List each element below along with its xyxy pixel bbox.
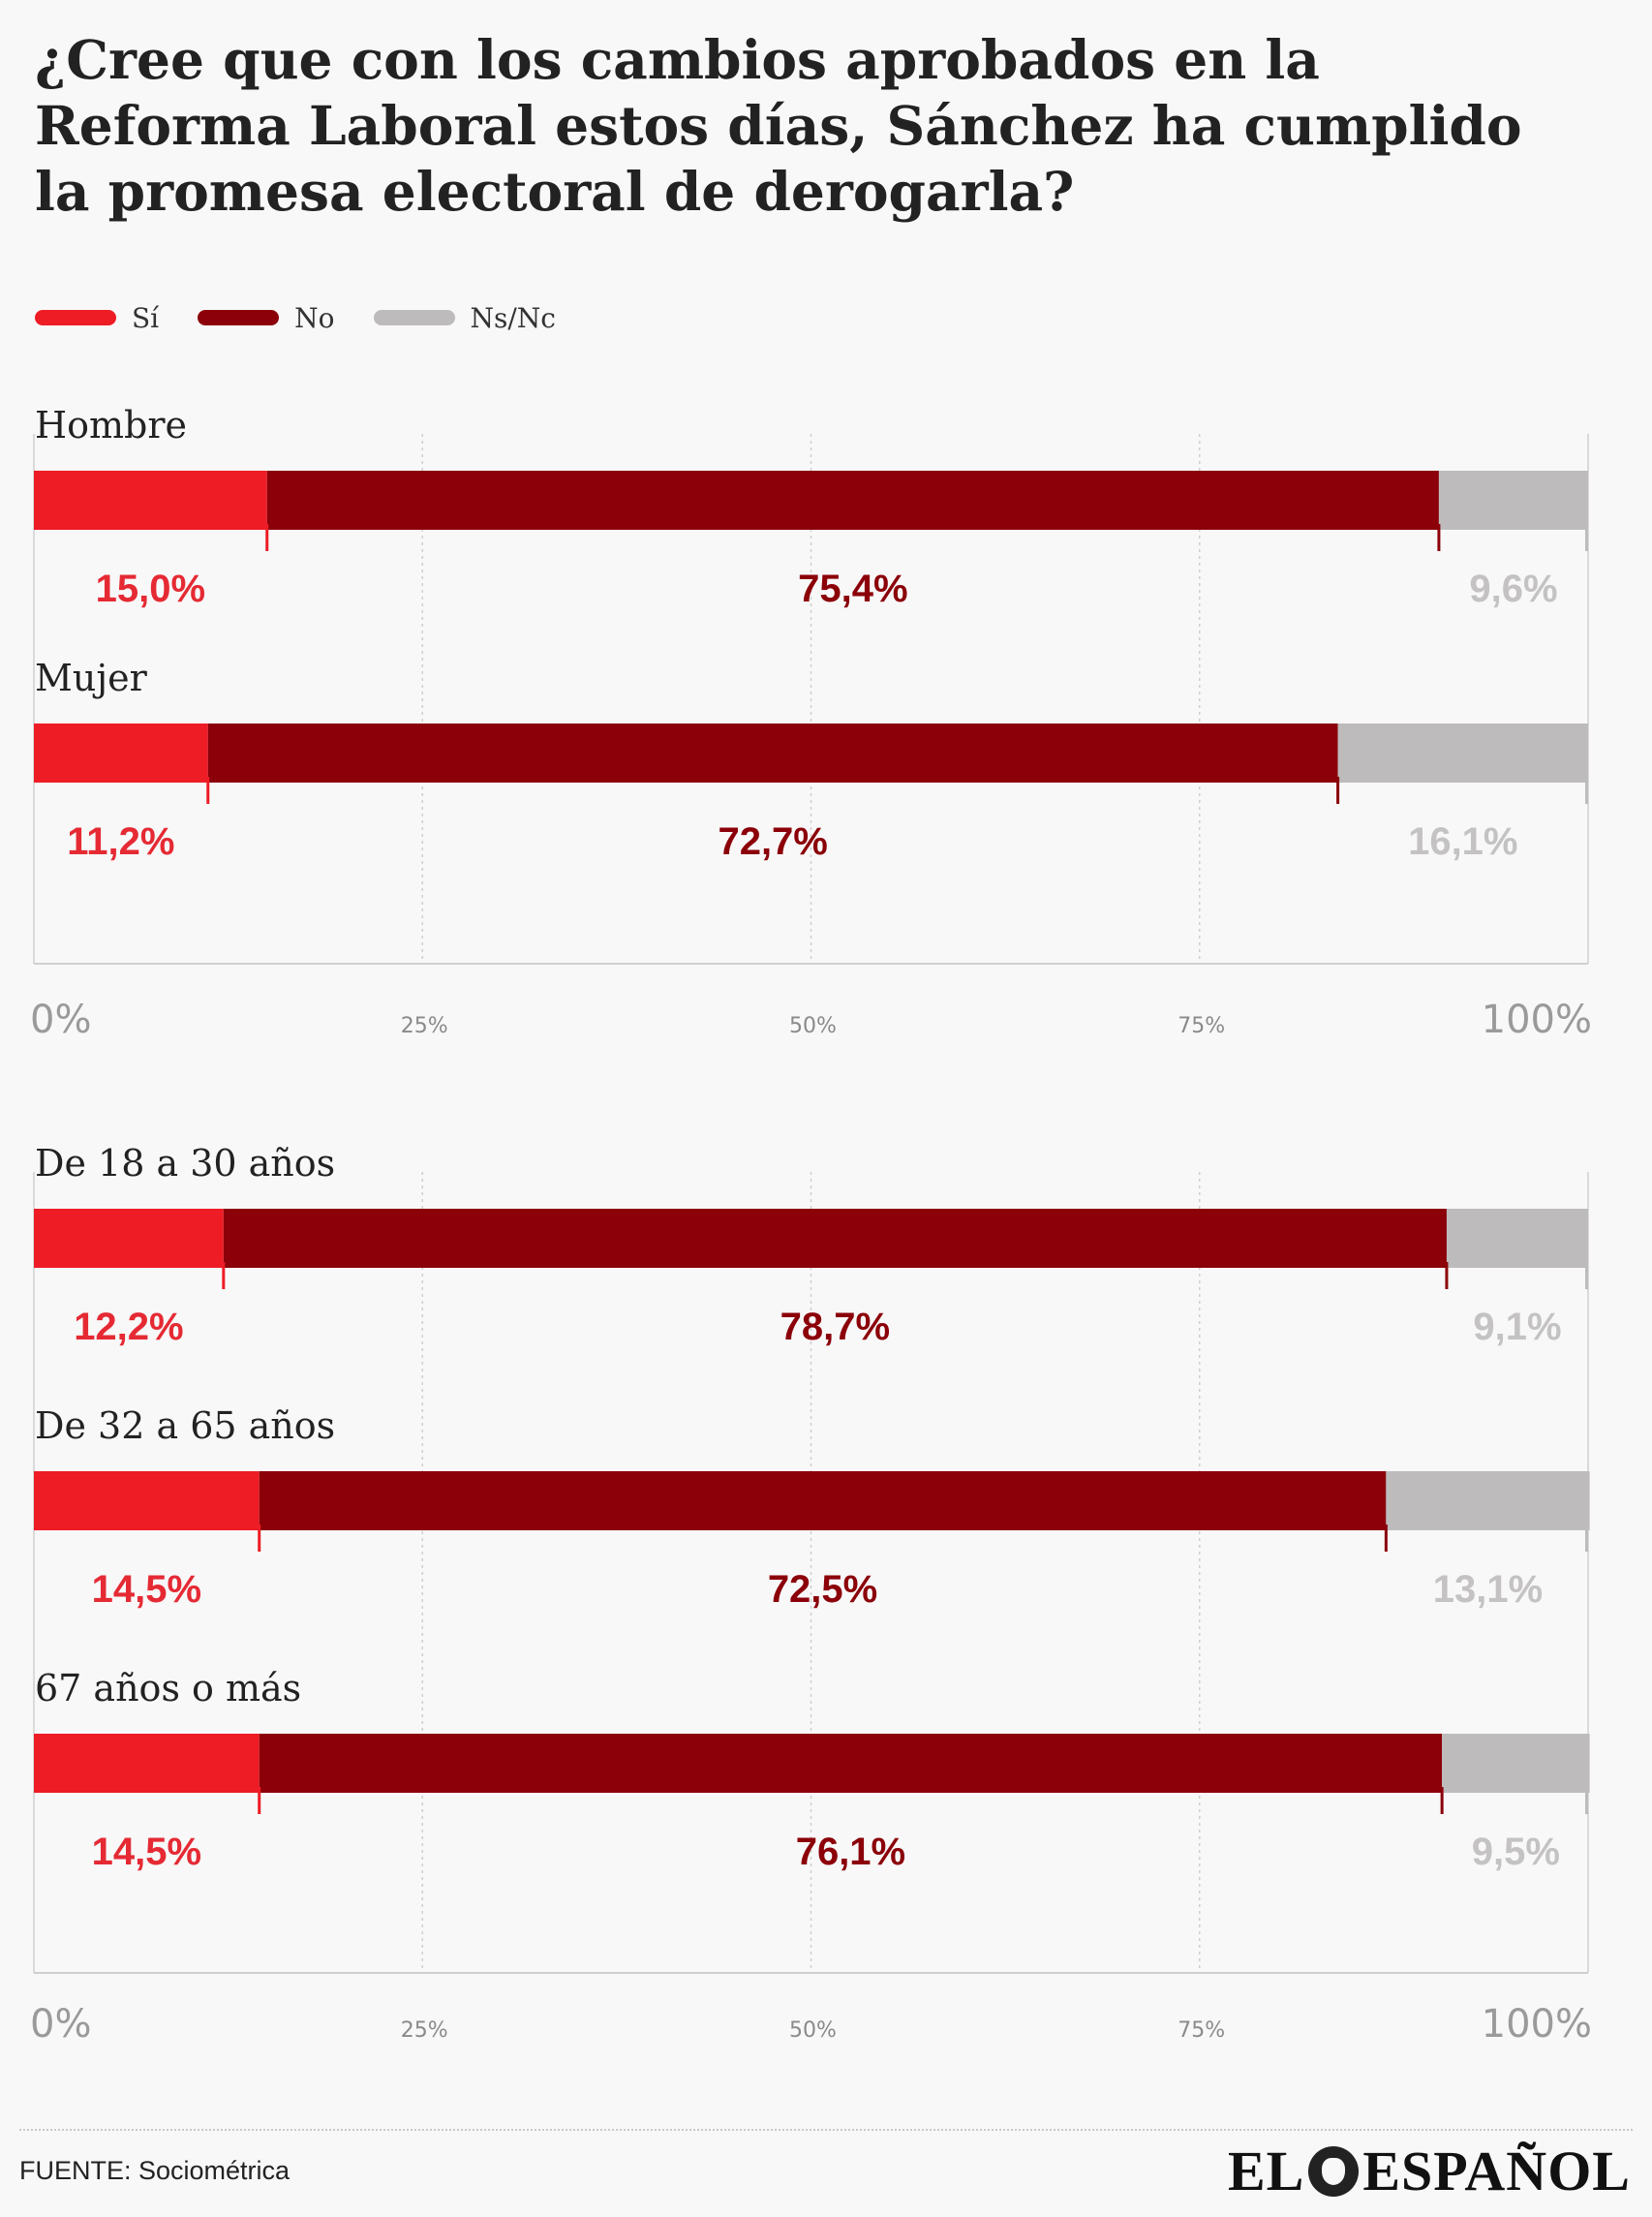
legend-swatch-no <box>198 310 280 325</box>
x-tick-label: 25% <box>401 2018 448 2043</box>
category-label-de-18-a-30-a-os: De 18 a 30 años <box>35 1142 335 1185</box>
value-label-ns-nc: 13,1% <box>1433 1568 1543 1611</box>
x-tick-label: 100% <box>1482 998 1592 1042</box>
legend-item-si: Sí <box>35 302 159 334</box>
value-label-no: 76,1% <box>796 1831 905 1873</box>
value-label-s: 11,2% <box>67 820 174 863</box>
value-label-no: 72,5% <box>768 1568 877 1611</box>
category-label-hombre: Hombre <box>35 404 187 446</box>
bar-no-mujer <box>207 724 1338 783</box>
legend-item-no: No <box>198 301 335 334</box>
stacked-bar-chart: 0% 25% 50% 75% 100% Hombre 15,0% 75,4% 9,6% Mujer… <box>30 404 1592 2047</box>
bar-ns-nc-67-a-os-o-m-s <box>1442 1734 1590 1793</box>
legend-swatch-si <box>35 310 116 325</box>
legend-label-nsnc: Ns/Nc <box>470 301 556 334</box>
bar-ns-nc-de-18-a-30-a-os <box>1446 1209 1588 1268</box>
value-label-s: 15,0% <box>96 568 205 610</box>
bar-no-de-18-a-30-a-os <box>223 1209 1447 1268</box>
bar-no-67-a-os-o-m-s <box>259 1734 1443 1793</box>
bar-ns-nc-mujer <box>1337 724 1588 783</box>
bar-s-mujer <box>34 724 208 783</box>
bar-s-de-32-a-65-a-os <box>34 1471 260 1530</box>
logo-text-right: ESPAÑOL <box>1362 2140 1631 2202</box>
legend-label-no: No <box>294 301 335 334</box>
value-label-no: 75,4% <box>798 568 907 610</box>
category-label-67-a-os-o-m-s: 67 años o más <box>35 1667 301 1709</box>
bar-s-de-18-a-30-a-os <box>34 1209 224 1268</box>
el-espanol-logo: EL ESPAÑOL <box>1228 2139 1631 2203</box>
value-label-no: 72,7% <box>718 820 827 863</box>
bar-ns-nc-de-32-a-65-a-os <box>1386 1471 1590 1530</box>
source-note: FUENTE: Sociométrica <box>19 2156 291 2185</box>
value-label-ns-nc: 9,6% <box>1469 568 1557 610</box>
value-label-no: 78,7% <box>780 1306 890 1348</box>
bar-no-de-32-a-65-a-os <box>259 1471 1387 1530</box>
value-label-ns-nc: 16,1% <box>1408 820 1517 863</box>
bar-s-67-a-os-o-m-s <box>34 1734 260 1793</box>
value-label-s: 14,5% <box>92 1568 201 1611</box>
chart-title: ¿Cree que con los cambios aprobados en l… <box>35 28 1522 223</box>
footer-divider <box>19 2129 1633 2131</box>
x-tick-label: 0% <box>30 2002 91 2047</box>
x-tick-label: 0% <box>30 998 91 1042</box>
x-tick-label: 75% <box>1178 1014 1225 1038</box>
logo-text-left: EL <box>1227 2140 1305 2202</box>
category-label-de-32-a-65-a-os: De 32 a 65 años <box>35 1404 335 1447</box>
legend: Sí No Ns/Nc <box>35 298 595 337</box>
x-tick-label: 100% <box>1482 2002 1592 2047</box>
legend-swatch-nsnc <box>373 310 455 325</box>
x-tick-label: 50% <box>789 2018 837 2043</box>
value-label-ns-nc: 9,5% <box>1472 1831 1560 1873</box>
value-label-s: 14,5% <box>92 1831 201 1873</box>
value-label-s: 12,2% <box>74 1306 183 1348</box>
bar-no-hombre <box>266 471 1439 530</box>
bar-s-hombre <box>34 471 267 530</box>
x-tick-label: 50% <box>789 1014 837 1038</box>
x-tick-label: 75% <box>1178 2018 1225 2043</box>
value-label-ns-nc: 9,1% <box>1473 1306 1561 1348</box>
bar-ns-nc-hombre <box>1438 471 1588 530</box>
legend-item-nsnc: Ns/Nc <box>373 301 556 334</box>
legend-label-si: Sí <box>132 301 160 334</box>
x-tick-label: 25% <box>401 1014 448 1038</box>
lion-icon <box>1308 2145 1360 2197</box>
category-label-mujer: Mujer <box>35 657 148 699</box>
